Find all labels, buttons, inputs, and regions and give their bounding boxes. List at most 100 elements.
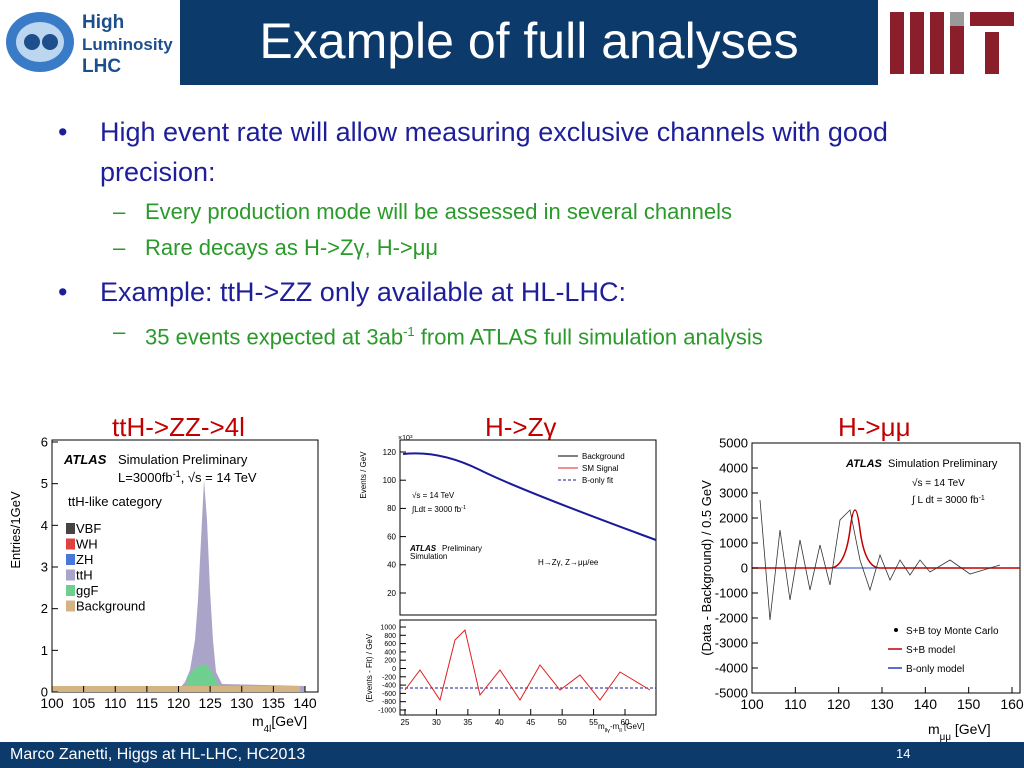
y-tick-label: 3: [41, 560, 48, 575]
x-tick-label: 25: [401, 718, 410, 727]
legend-swatch: [66, 569, 75, 581]
y-tick-label: 6: [41, 435, 48, 450]
plot-text: ATLAS: [409, 544, 437, 553]
x-tick-label: 110: [104, 695, 127, 711]
x-tick-label: 110: [784, 696, 807, 712]
text-part: 3: [410, 434, 413, 440]
mit-bar: [970, 12, 1014, 26]
text-part: ∫Ldt = 3000 fb: [411, 505, 462, 514]
legend-swatch: [66, 538, 75, 550]
sub-bullet: Every production mode will be assessed i…: [58, 196, 978, 228]
y-tick-label: 100: [383, 476, 397, 485]
x-tick-label: 130: [230, 695, 254, 711]
text-part: -1: [461, 505, 466, 511]
legend-label: ggF: [76, 583, 98, 598]
plot-text: m4l[GeV]: [252, 713, 307, 735]
plot-text: ×103: [398, 434, 413, 443]
y-tick-label: -1000: [715, 586, 748, 601]
y-tick-label: 400: [384, 649, 396, 656]
legend-swatch: [66, 585, 75, 596]
y-tick-label: -4000: [715, 661, 748, 676]
plot-text: ∫ L dt = 3000 fb-1: [911, 495, 985, 507]
histogram-shape: [185, 664, 222, 692]
x-tick-label: 35: [463, 718, 472, 727]
y-tick-label: -3000: [715, 636, 748, 651]
y-tick-label: 0: [392, 666, 396, 673]
plot-text: H→Zγ, Z→μμ/ee: [538, 558, 599, 567]
text-part: ×10: [398, 435, 410, 442]
mit-bar: [910, 12, 924, 74]
text-part: m: [598, 722, 605, 731]
residual-points: [404, 629, 651, 702]
x-tick-label: 100: [740, 696, 764, 712]
x-tick-label: 130: [870, 696, 894, 712]
y-tick-label: 3000: [719, 486, 748, 501]
y-tick-label: 4: [41, 518, 48, 533]
plot-text: Simulation Preliminary: [118, 452, 248, 467]
y-tick-label: 800: [384, 633, 396, 640]
figure-caption: H->μμ: [838, 412, 911, 442]
x-tick-label: 55: [589, 718, 598, 727]
legend-label: S+B toy Monte Carlo: [906, 626, 999, 637]
plot-text: mllγ-mll [GeV]: [598, 722, 644, 734]
y-axis-label: Entries/1GeV: [8, 491, 23, 569]
x-tick-label: 45: [526, 718, 535, 727]
legend-label: VBF: [76, 521, 101, 536]
figure-caption: ttH->ZZ->4l: [112, 412, 245, 442]
x-tick-label: 125: [198, 695, 222, 711]
bullet-list: High event rate will allow measuring exc…: [58, 112, 978, 353]
plot-text: ∫Ldt = 3000 fb-1: [411, 505, 466, 514]
text-part: ∫ L dt = 3000 fb: [911, 495, 979, 506]
text-part: ATLAS: [63, 452, 107, 467]
text-part: [GeV]: [951, 721, 991, 737]
legend-label: Background: [76, 599, 145, 614]
legend-label: B-only model: [906, 664, 964, 675]
y-tick-label: 200: [384, 658, 396, 665]
plot-text: ATLAS: [845, 458, 883, 470]
text-part: μμ: [940, 732, 951, 743]
y-tick-label: 60: [387, 532, 396, 541]
legend-swatch: [66, 600, 75, 612]
y-tick-label: -800: [382, 699, 396, 706]
x-tick-label: 50: [558, 718, 567, 727]
legend-label: ZH: [76, 552, 93, 567]
text-part: ll: [619, 728, 622, 734]
legend-label: WH: [76, 537, 98, 552]
mit-bar: [950, 12, 964, 26]
mit-logo: [878, 0, 1024, 85]
x-tick-label: 115: [136, 695, 159, 711]
legend-swatch: [66, 523, 75, 534]
y-axis-label: (Data - Background) / 0.5 GeV: [699, 480, 714, 656]
logo-dot: [24, 34, 40, 50]
text-part: [GeV]: [271, 713, 307, 729]
y-tick-label: 0: [41, 685, 48, 700]
x-tick-label: 135: [262, 695, 286, 711]
logo-text: High: [82, 12, 124, 33]
sub-bullet: Rare decays as H->Zγ, H->μμ: [58, 232, 978, 264]
logo-text: LHC: [82, 56, 121, 77]
legend-label: S+B model: [906, 645, 955, 656]
mit-bar: [950, 12, 964, 74]
figure-caption: H->Zγ: [485, 412, 557, 442]
text-part: llγ: [605, 728, 610, 734]
y-tick-label: -600: [382, 691, 396, 698]
text-part: -1: [173, 469, 181, 479]
text-part: L=3000fb: [118, 470, 173, 485]
legend-label: SM Signal: [582, 464, 619, 473]
footer-text: Marco Zanetti, Higgs at HL-LHC, HC2013: [10, 746, 306, 763]
legend-label: Background: [582, 452, 625, 461]
plot-text: Simulation: [410, 552, 447, 561]
y-tick-label: 4000: [719, 461, 748, 476]
legend-swatch: [66, 554, 75, 565]
legend-label: B-only fit: [582, 476, 614, 485]
plot-text: ATLAS: [63, 452, 107, 467]
x-tick-label: 60: [621, 718, 630, 727]
sb-curve: [752, 509, 1020, 569]
text-part: -m: [610, 722, 620, 731]
y-tick-label: 1000: [380, 624, 396, 631]
toy-points: [759, 499, 1001, 621]
x-tick-label: 100: [40, 695, 64, 711]
footer-bar: Marco Zanetti, Higgs at HL-LHC, HC2013 1…: [0, 742, 1024, 768]
logo-dot: [42, 34, 58, 50]
y-axis-label: (Events - Fit) / GeV: [365, 633, 374, 702]
